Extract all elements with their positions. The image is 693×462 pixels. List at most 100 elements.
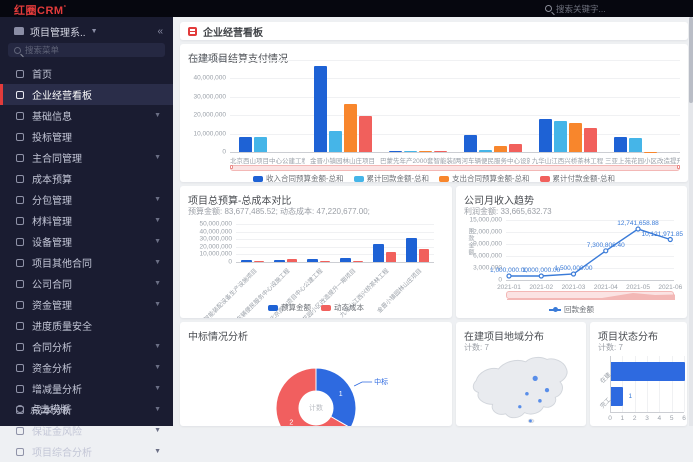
trend-chart-title: 公司月收入趋势 [464,192,534,207]
global-search[interactable] [545,1,675,16]
sidebar-item-17[interactable]: 保证金风险▼ [0,420,173,441]
bar [569,123,582,152]
footer-label: 点击模版 [30,401,70,416]
x-axis-label: 3 [641,415,653,422]
legend-item[interactable]: 动态成本 [321,302,364,313]
data-point[interactable] [572,272,576,276]
menu-item-icon [16,280,24,288]
gridline [236,254,434,255]
sidebar-item-5[interactable]: 成本预算 [0,168,173,189]
status-chart-title: 项目状态分布 [598,328,658,343]
data-zoom-slider[interactable] [230,165,680,171]
data-zoom-slider[interactable] [506,291,674,299]
x-axis-label: 4 [653,415,665,422]
chevron-down-icon: ▼ [154,427,161,434]
legend-marker [354,176,364,182]
bar [254,261,265,262]
slider-handle[interactable] [230,165,233,169]
data-point[interactable] [604,249,608,253]
y-axis-label: 20,000,000 [194,243,232,250]
legend-item[interactable]: 回款金额 [549,304,594,315]
sidebar-item-15[interactable]: 增减量分析▼ [0,378,173,399]
sidebar-item-12[interactable]: 进度质量安全 [0,315,173,336]
collapse-sidebar-icon[interactable]: « [157,26,163,37]
sidebar-item-1[interactable]: 企业经营看板 [0,84,173,105]
legend-item[interactable]: 累计付款金额-总和 [540,173,616,182]
legend-marker [549,309,561,311]
legend-label: 累计付款金额-总和 [553,173,616,182]
slider-handle[interactable] [677,165,680,169]
bar [340,258,351,262]
workspace-label: 项目管理系.. [30,24,86,39]
bar [629,138,642,152]
menu-item-label: 基础信息 [32,108,72,123]
page-title: 企业经营看板 [203,24,263,39]
data-point[interactable] [539,274,543,278]
sidebar-item-14[interactable]: 资金分析▼ [0,357,173,378]
sidebar-item-4[interactable]: 主合同管理▼ [0,147,173,168]
bar [404,151,417,152]
donut-center-label: 计数 [309,403,323,412]
bar [419,151,432,152]
y-axis-label: 40,000,000 [194,228,232,235]
gridline [230,152,680,153]
menu-item-label: 项目综合分析 [32,444,92,459]
menu-item-icon [16,343,24,351]
data-point[interactable] [507,274,511,278]
menu-item-icon [16,385,24,393]
bar [389,151,402,152]
trend-chart-subtitle: 利润金额: 33,665,632.73 [464,206,552,217]
workspace-switcher[interactable]: 项目管理系.. ▼ « [0,23,173,39]
sidebar-item-9[interactable]: 项目其他合同▼ [0,252,173,273]
map-marker[interactable] [545,388,549,392]
chart-legend: 预算金额 动态成本 [180,302,452,313]
data-point[interactable] [668,238,672,242]
bar-value-label: 1 [629,393,633,400]
chevron-down-icon: ▼ [154,385,161,392]
legend-item[interactable]: 预算金额 [268,302,311,313]
global-search-input[interactable] [556,4,656,14]
map-marker[interactable] [538,399,542,403]
sidebar-item-10[interactable]: 公司合同▼ [0,273,173,294]
menu-search[interactable] [8,43,165,57]
sidebar-item-8[interactable]: 设备管理▼ [0,231,173,252]
map-marker[interactable] [529,419,532,422]
gridline [236,247,434,248]
sidebar-item-2[interactable]: 基础信息▼ [0,105,173,126]
sidebar-item-6[interactable]: 分包管理▼ [0,189,173,210]
sidebar-item-18[interactable]: 项目综合分析▼ [0,441,173,462]
legend-item[interactable]: 累计回款金额-总和 [354,173,430,182]
sidebar-item-13[interactable]: 合同分析▼ [0,336,173,357]
pie-slice-中标[interactable] [316,368,356,426]
bar [539,119,552,152]
hbar-完工 [611,387,623,406]
map-marker[interactable] [518,405,521,408]
legend-item[interactable]: 收入合同预算金额-总和 [253,173,344,182]
sidebar-item-11[interactable]: 资金管理▼ [0,294,173,315]
map-marker[interactable] [533,376,538,381]
legend-label: 支出合同预算金额-总和 [452,173,530,182]
legend-label: 动态成本 [334,302,364,313]
menu-item-label: 首页 [32,66,52,81]
sidebar-item-0[interactable]: 首页 [0,63,173,84]
chevron-down-icon: ▼ [154,406,161,413]
y-axis-label: 10,000,000 [188,130,226,137]
data-point[interactable] [636,227,640,231]
chevron-down-icon: ▼ [154,301,161,308]
sidebar-item-7[interactable]: 材料管理▼ [0,210,173,231]
legend-marker [268,305,278,311]
sidebar-footer[interactable]: 点击模版 [16,401,70,416]
chart-legend: 收入合同预算金额-总和 累计回款金额-总和 支出合同预算金额-总和 累计付款金额-总和 [180,173,688,182]
legend-item[interactable]: 支出合同预算金额-总和 [439,173,530,182]
map-marker[interactable] [525,392,529,396]
bar [509,144,522,152]
chevron-down-icon: ▼ [154,154,161,161]
menu-item-label: 材料管理 [32,213,72,228]
bar [464,135,477,152]
x-axis-label: 2021-01 [491,284,527,291]
menu-search-input[interactable] [25,45,145,55]
sidebar-item-3[interactable]: 投标管理 [0,126,173,147]
page-scrollbar-thumb[interactable] [689,17,693,103]
